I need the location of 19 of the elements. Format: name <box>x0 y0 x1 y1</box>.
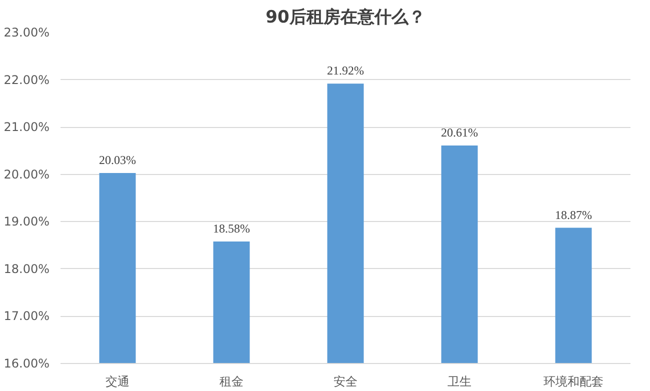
y-tick-label: 20.00% <box>4 167 50 182</box>
x-tick-label: 卫生 <box>448 374 472 388</box>
x-tick-label: 安全 <box>334 374 358 388</box>
y-tick-label: 19.00% <box>4 214 50 229</box>
chart-title: 90后租房在意什么？ <box>266 8 426 28</box>
data-label: 20.03% <box>99 152 136 167</box>
y-tick-label: 23.00% <box>4 26 50 40</box>
data-label: 20.61% <box>441 126 478 140</box>
y-tick-label: 16.00% <box>4 356 50 370</box>
y-tick-label: 17.00% <box>4 309 50 324</box>
y-tick-label: 22.00% <box>4 72 50 87</box>
x-tick-label: 交通 <box>106 374 130 388</box>
y-tick-label: 21.00% <box>4 120 50 134</box>
data-label: 21.92% <box>327 64 364 78</box>
x-tick-label: 环境和配套 <box>544 374 604 388</box>
x-tick-label: 租金 <box>220 374 244 388</box>
data-label: 18.87% <box>555 208 592 222</box>
y-tick-label: 18.00% <box>4 262 50 276</box>
data-label: 18.58% <box>213 222 250 236</box>
